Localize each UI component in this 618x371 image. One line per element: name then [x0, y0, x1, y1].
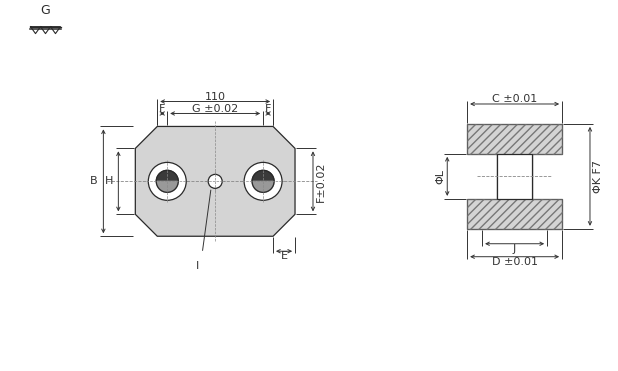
- Text: C ±0.01: C ±0.01: [492, 94, 537, 104]
- Polygon shape: [135, 127, 295, 236]
- Text: B: B: [90, 176, 98, 186]
- Text: G ±0.02: G ±0.02: [192, 105, 239, 115]
- Polygon shape: [156, 181, 178, 192]
- Text: H: H: [105, 176, 113, 186]
- Text: F: F: [265, 105, 271, 115]
- Text: ΦL: ΦL: [435, 169, 445, 184]
- Text: D ±0.01: D ±0.01: [492, 257, 538, 267]
- Text: G: G: [41, 4, 50, 17]
- Text: J: J: [513, 244, 516, 254]
- Polygon shape: [252, 170, 274, 181]
- Text: F±0.02: F±0.02: [316, 161, 326, 201]
- Circle shape: [244, 162, 282, 200]
- Text: 110: 110: [205, 92, 226, 102]
- Text: E: E: [281, 251, 287, 261]
- Polygon shape: [467, 124, 562, 229]
- Circle shape: [208, 174, 222, 188]
- Polygon shape: [252, 181, 274, 192]
- Circle shape: [148, 162, 186, 200]
- Bar: [497, 154, 532, 199]
- Text: ΦK F7: ΦK F7: [593, 160, 603, 193]
- Text: F: F: [159, 105, 166, 115]
- Polygon shape: [156, 170, 178, 181]
- Text: I: I: [195, 261, 199, 271]
